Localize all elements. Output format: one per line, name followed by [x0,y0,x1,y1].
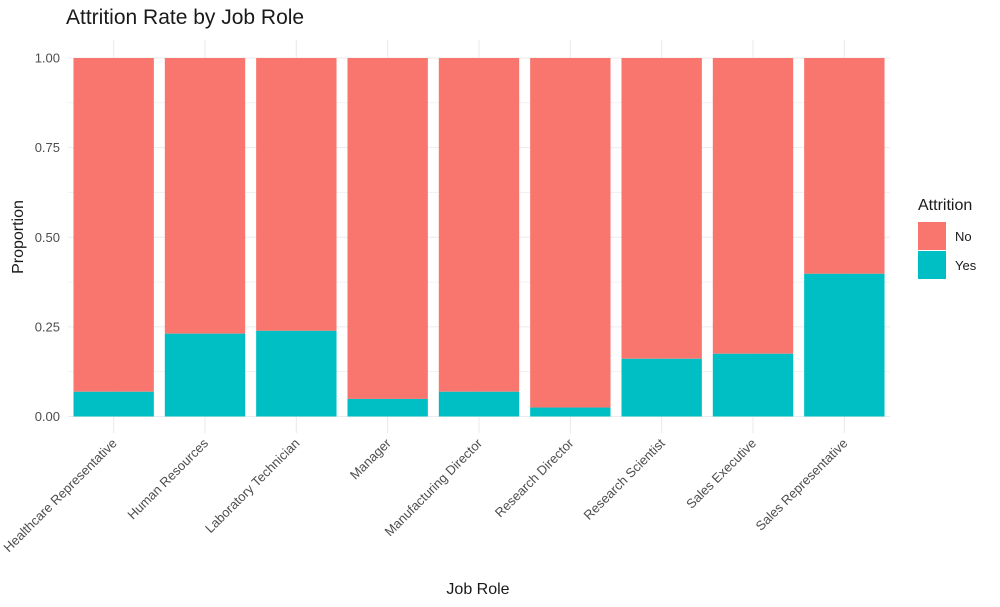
x-axis-title: Job Role [446,581,509,598]
bar-yes [164,333,246,417]
legend-label-yes: Yes [955,258,977,273]
bar-no [164,58,246,334]
bar-yes [712,353,794,417]
bar-yes [621,358,702,417]
bar-yes [256,330,337,417]
y-tick-label: 0.00 [35,409,60,424]
x-axis-tick-labels: Healthcare Representative Human Resources… [0,435,850,555]
bar-no [621,58,702,359]
y-tick-label: 0.50 [35,230,60,245]
x-tick-label: Manufacturing Director [382,435,486,539]
x-tick-label: Laboratory Technician [202,436,302,536]
legend-key-yes [918,251,946,279]
bar-no [804,58,885,274]
bar-yes [73,391,154,417]
bar-yes [438,391,520,417]
bar-yes [530,407,611,417]
bar-no [530,58,611,408]
legend-label-no: No [955,229,972,244]
bar-yes [347,398,428,417]
bar-no [256,58,337,331]
x-tick-label: Research Scientist [581,435,669,523]
bar-no [438,58,520,392]
bar-yes [804,273,885,417]
y-tick-label: 0.75 [35,140,60,155]
y-axis-tick-labels: 0.00 0.25 0.50 0.75 1.00 [35,51,60,425]
bar-no [712,58,794,354]
y-tick-label: 1.00 [35,51,60,66]
legend-items: No Yes [918,222,977,279]
bar-no [73,58,154,392]
bar-no [347,58,428,399]
x-tick-label: Human Resources [124,435,211,522]
legend: Attrition No Yes [918,197,977,279]
x-tick-label: Sales Executive [683,436,759,512]
x-tick-label: Research Director [492,435,577,520]
bars [73,58,885,417]
x-tick-label: Manager [347,435,394,482]
legend-key-no [918,222,946,250]
x-tick-label: Sales Representative [752,436,850,534]
y-tick-label: 0.25 [35,319,60,334]
legend-title: Attrition [918,197,972,214]
x-tick-label: Healthcare Representative [0,436,119,555]
y-axis-title: Proportion [10,200,27,274]
chart-title: Attrition Rate by Job Role [66,6,305,29]
